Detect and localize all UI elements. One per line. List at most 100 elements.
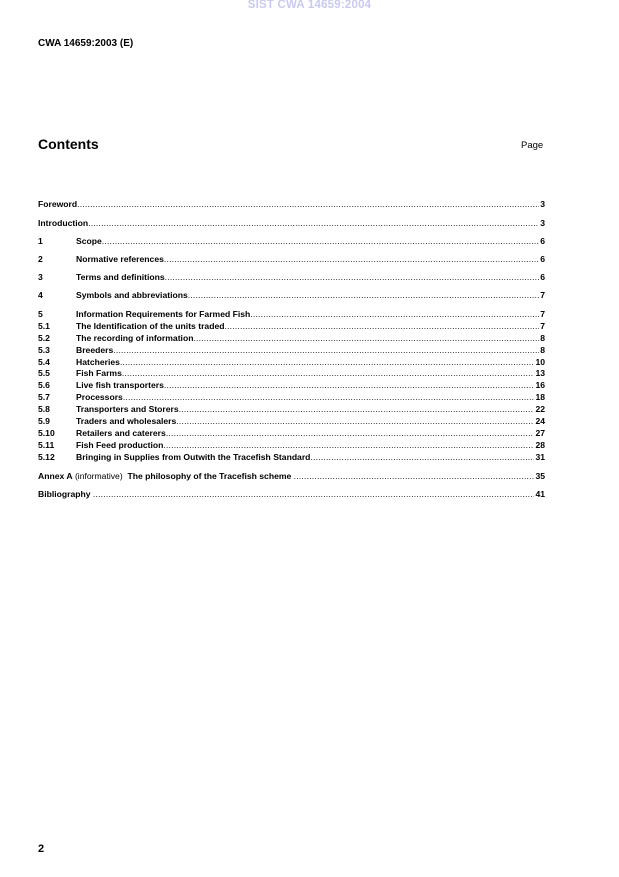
dot-leader: ........................................… [113,345,540,355]
document-id: CWA 14659:2003 (E) [38,38,134,49]
dot-leader: ........................................… [293,471,535,481]
toc-entry[interactable]: 5.7 Processors ..........................… [38,391,545,403]
section-page: 7 [540,290,545,300]
section-number: 5.10 [38,428,55,438]
toc-entry[interactable]: 5.3 Breeders ............................… [38,344,545,356]
section-page: 8 [540,333,545,343]
page-title: Contents [38,136,99,152]
dot-leader: ........................................… [121,368,535,378]
section-number: 5.12 [38,452,55,462]
dot-leader: ........................................… [77,199,539,209]
toc-entry[interactable]: 2 Normative references ..................… [38,253,545,265]
toc-entry[interactable]: 3 Terms and definitions .................… [38,271,545,283]
annex-qualifier: (informative) [74,471,123,481]
section-number: 1 [38,236,43,246]
section-number: 5.4 [38,357,50,367]
annex-title: The philosophy of the Tracefish scheme [127,471,292,481]
section-title: Breeders [76,345,114,355]
section-page: 18 [535,392,545,402]
annex-label: Annex A [38,471,73,481]
dot-leader: ........................................… [164,272,540,282]
dot-leader: ........................................… [193,333,539,343]
section-number: 5.9 [38,416,50,426]
toc-entry-bibliography[interactable]: Bibliography ...........................… [38,488,545,500]
section-title: Introduction [38,218,89,228]
page-number: 2 [38,843,45,855]
section-number: 5.6 [38,380,50,390]
section-page: 7 [540,321,545,331]
page-column-label: Page [521,140,544,151]
toc-entry[interactable]: 5.8 Transporters and Storers ............… [38,403,545,415]
section-title: Transporters and Storers [76,404,179,414]
section-title: The Identification of the units traded [76,321,225,331]
bibliography-page: 41 [535,489,545,499]
dot-leader: ........................................… [250,309,539,319]
toc-entry-annex-a[interactable]: Annex A (informative) The philosophy of … [38,470,545,482]
section-title: Information Requirements for Farmed Fish [76,309,251,319]
section-number: 3 [38,272,43,282]
section-title: Scope [76,236,102,246]
section-page: 22 [535,404,545,414]
dot-leader: ........................................… [176,416,534,426]
section-number: 5.7 [38,392,50,402]
section-page: 16 [535,380,545,390]
section-number: 5.3 [38,345,50,355]
dot-leader: ........................................… [119,357,535,367]
section-number: 5.8 [38,404,50,414]
section-page: 6 [540,272,545,282]
toc-entry[interactable]: 5.11 Fish Feed production ...............… [38,439,545,451]
dot-leader: ........................................… [165,428,535,438]
section-page: 31 [535,452,545,462]
dot-leader: ........................................… [178,404,535,414]
section-page: 7 [540,309,545,319]
dot-leader: ........................................… [101,236,540,246]
section-number: 4 [38,290,43,300]
section-page: 27 [535,428,545,438]
section-title: Fish Farms [76,368,122,378]
toc-entry[interactable]: 5.6 Live fish transporters ..............… [38,379,545,391]
section-title: Live fish transporters [76,380,164,390]
section-number: 5.2 [38,333,50,343]
section-title: The recording of information [76,333,194,343]
toc-entry[interactable]: 5 Information Requirements for Farmed Fis… [38,308,545,320]
section-number: 5.11 [38,440,55,450]
section-title: Terms and definitions [76,272,165,282]
dot-leader: ........................................… [310,452,534,462]
section-title: Traders and wholesalers [76,416,177,426]
toc-entry[interactable]: 5.2 The recording of information ........… [38,332,545,344]
section-page: 24 [535,416,545,426]
dot-leader: ........................................… [92,489,535,499]
toc-entry[interactable]: 1 Scope .................................… [38,235,545,247]
watermark: SIST CWA 14659:2004 [247,0,372,11]
section-page: 8 [540,345,545,355]
section-number: 5.5 [38,368,50,378]
section-title: Normative references [76,254,164,264]
annex-page: 35 [535,471,545,481]
toc-entry[interactable]: 5.5 Fish Farms ..........................… [38,367,545,379]
toc-entry[interactable]: 5.10 Retailers and caterers .............… [38,427,545,439]
section-page: 6 [540,254,545,264]
toc-entry[interactable]: 5.1 The Identification of the units trade… [38,320,545,332]
section-title: Processors [76,392,123,402]
dot-leader: ........................................… [122,392,535,402]
toc-entry[interactable]: 5.12 Bringing in Supplies from Outwith th… [38,451,545,463]
section-title: Foreword [38,199,78,209]
section-page: 3 [540,218,545,228]
dot-leader: ........................................… [163,440,535,450]
section-number: 2 [38,254,43,264]
dot-leader: ........................................… [163,380,535,390]
toc-entry[interactable]: Introduction ...........................… [38,217,545,229]
dot-leader: ........................................… [88,218,539,228]
toc-entry[interactable]: Foreword ...............................… [38,198,545,210]
section-page: 3 [540,199,545,209]
section-title: Fish Feed production [76,440,164,450]
toc-entry[interactable]: 5.4 Hatcheries ..........................… [38,356,545,368]
toc-entry[interactable]: 5.9 Traders and wholesalers .............… [38,415,545,427]
section-title: Symbols and abbreviations [76,290,188,300]
section-number: 5 [38,309,43,319]
section-page: 10 [535,357,545,367]
bibliography-title: Bibliography [38,489,91,499]
dot-leader: ........................................… [163,254,540,264]
section-title: Bringing in Supplies from Outwith the Tr… [76,452,311,462]
toc-entry[interactable]: 4 Symbols and abbreviations .............… [38,289,545,301]
